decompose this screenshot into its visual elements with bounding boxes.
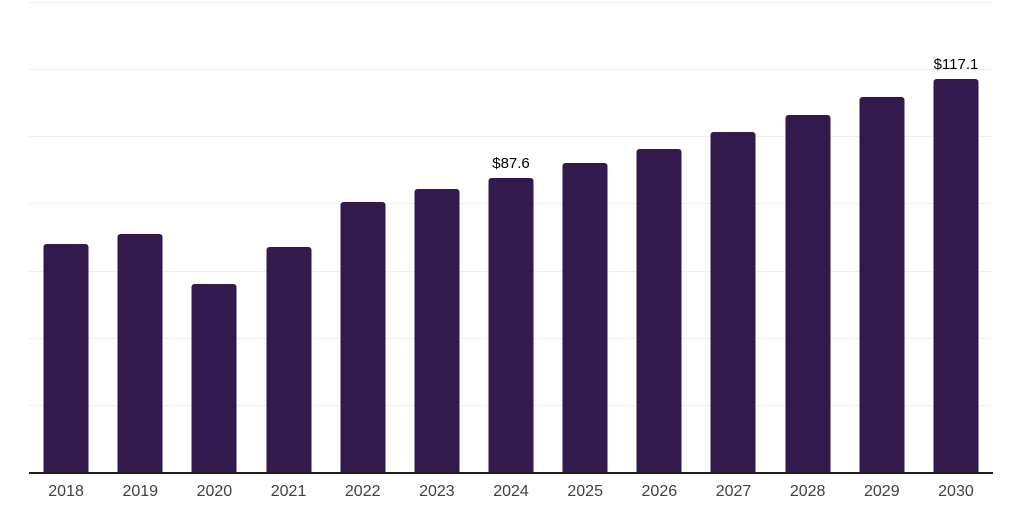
- band-2025: [548, 2, 622, 472]
- bar-2029: [859, 96, 905, 472]
- x-tick-2027: 2027: [715, 483, 752, 500]
- band-2019: [103, 2, 177, 472]
- x-tick-2023: 2023: [419, 483, 455, 500]
- bar-2025: [562, 162, 608, 472]
- band-2027: [696, 2, 770, 472]
- x-tick-2022: 2022: [344, 483, 381, 500]
- band-2026: [622, 2, 696, 472]
- x-tick-2026: 2026: [641, 483, 678, 500]
- x-tick-2024: 2024: [493, 483, 529, 500]
- gridline-120: [29, 69, 993, 71]
- bar-2024: [488, 177, 534, 472]
- band-2020: [177, 2, 251, 472]
- bar-2020: [191, 283, 237, 472]
- bar-2030: [933, 78, 979, 472]
- bar-2018: [43, 243, 89, 472]
- bar-2022: [340, 202, 386, 472]
- band-2022: [326, 2, 400, 472]
- bar-2021: [266, 247, 312, 472]
- band-2023: [400, 2, 474, 472]
- band-2024: $87.6: [474, 2, 548, 472]
- bar-2023: [414, 189, 460, 472]
- bars: $87.6 $117.1: [29, 2, 993, 472]
- data-label-2024: $87.6: [492, 154, 530, 172]
- bar-2027: [710, 132, 756, 472]
- x-tick-2021: 2021: [270, 483, 307, 500]
- x-tick-2019: 2019: [122, 483, 159, 500]
- data-label-2030: $117.1: [933, 55, 979, 73]
- bar-2019: [117, 234, 163, 472]
- x-tick-2028: 2028: [789, 483, 826, 500]
- x-tick-2030: 2030: [938, 483, 974, 500]
- band-2030: $117.1: [919, 2, 993, 472]
- x-tick-2018: 2018: [48, 483, 84, 500]
- x-tick-2025: 2025: [567, 483, 603, 500]
- band-2021: [251, 2, 325, 472]
- x-tick-2020: 2020: [196, 483, 233, 500]
- band-2028: [771, 2, 845, 472]
- gridline-100: [29, 136, 993, 138]
- x-axis-labels: 2018 2019 2020 2021 2022 2023 2024 2025 2026 2027…: [29, 484, 993, 500]
- band-2018: [29, 2, 103, 472]
- bar-2028: [785, 114, 831, 472]
- gridline-140: [29, 2, 993, 3]
- plot-area: $87.6 $117.1: [29, 2, 993, 474]
- band-2029: [845, 2, 919, 472]
- x-tick-2029: 2029: [864, 483, 900, 500]
- bar-2026: [636, 149, 682, 472]
